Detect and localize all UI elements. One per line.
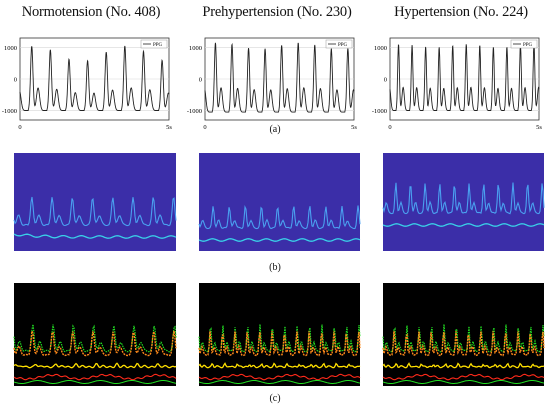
y-tick-label: 1000 bbox=[374, 45, 387, 52]
yellow-trace bbox=[198, 362, 361, 369]
chart-legend: PPG bbox=[325, 39, 353, 49]
video-frame-c-normotension bbox=[13, 283, 177, 386]
green-dotted-trace bbox=[13, 324, 177, 353]
red-trace bbox=[13, 373, 177, 381]
x-tick-label: 0 bbox=[18, 124, 21, 131]
panel-label-b: (b) bbox=[269, 262, 281, 273]
video-frame-c-prehypertension bbox=[198, 283, 361, 386]
panel-label-c: (c) bbox=[269, 393, 281, 404]
ppg-chart-hypertension: 1000 0 -1000 0 5s PPG bbox=[372, 37, 542, 131]
column-title-hypertension: Hypertension (No. 224) bbox=[394, 4, 528, 20]
baseline-trace bbox=[382, 223, 545, 227]
chart-legend: PPG bbox=[140, 39, 168, 49]
video-frame-b-normotension bbox=[13, 153, 177, 251]
orange-dotted-trace bbox=[382, 331, 545, 357]
video-frame-b-hypertension bbox=[382, 153, 545, 251]
frame-background bbox=[199, 153, 360, 251]
pulse-trace bbox=[13, 196, 177, 227]
yellow-trace bbox=[382, 362, 545, 369]
video-frame-c-hypertension bbox=[382, 283, 545, 386]
y-tick-label: -1000 bbox=[2, 108, 17, 115]
red-trace bbox=[382, 373, 545, 381]
red-trace bbox=[198, 373, 361, 381]
ppg-series-line bbox=[204, 42, 355, 113]
frame-background bbox=[383, 153, 544, 251]
green-baseline-trace bbox=[198, 380, 361, 384]
chart-legend: PPG bbox=[510, 39, 538, 49]
column-title-normotension: Normotension (No. 408) bbox=[21, 4, 161, 20]
pulse-trace bbox=[382, 182, 545, 215]
x-tick-label: 0 bbox=[203, 124, 206, 131]
green-baseline-trace bbox=[382, 380, 545, 384]
x-tick-label: 0 bbox=[388, 124, 391, 131]
panel-label-a: (a) bbox=[269, 124, 281, 135]
y-tick-label: 0 bbox=[199, 77, 202, 84]
orange-dotted-trace bbox=[13, 330, 177, 357]
yellow-trace bbox=[13, 362, 177, 369]
video-frame-b-prehypertension bbox=[198, 153, 361, 251]
legend-box bbox=[325, 39, 353, 49]
frame-background bbox=[14, 153, 176, 251]
y-tick-label: 0 bbox=[384, 77, 387, 84]
ppg-series-line bbox=[19, 45, 170, 111]
y-tick-label: 0 bbox=[14, 77, 17, 84]
x-tick-label: 5s bbox=[166, 124, 172, 131]
ppg-chart-prehypertension: 1000 0 -1000 0 5s PPG bbox=[187, 37, 357, 131]
legend-label: PPG bbox=[153, 43, 163, 48]
x-tick-label: 5s bbox=[536, 124, 542, 131]
green-baseline-trace bbox=[13, 380, 177, 384]
baseline-trace bbox=[13, 233, 177, 239]
legend-box bbox=[510, 39, 538, 49]
baseline-trace bbox=[198, 238, 361, 242]
ppg-chart-normotension: 1000 0 -1000 0 5s PPG bbox=[2, 37, 172, 131]
x-tick-label: 5s bbox=[351, 124, 357, 131]
orange-dotted-trace bbox=[198, 331, 361, 357]
legend-label: PPG bbox=[338, 43, 348, 48]
y-tick-label: 1000 bbox=[189, 45, 202, 52]
column-title-prehypertension: Prehypertension (No. 230) bbox=[202, 4, 352, 20]
legend-label: PPG bbox=[523, 43, 533, 48]
y-tick-label: -1000 bbox=[187, 108, 202, 115]
y-tick-label: 1000 bbox=[4, 45, 17, 52]
pulse-trace bbox=[198, 205, 361, 230]
legend-box bbox=[140, 39, 168, 49]
ppg-series-line bbox=[389, 44, 540, 111]
y-tick-label: -1000 bbox=[372, 108, 387, 115]
